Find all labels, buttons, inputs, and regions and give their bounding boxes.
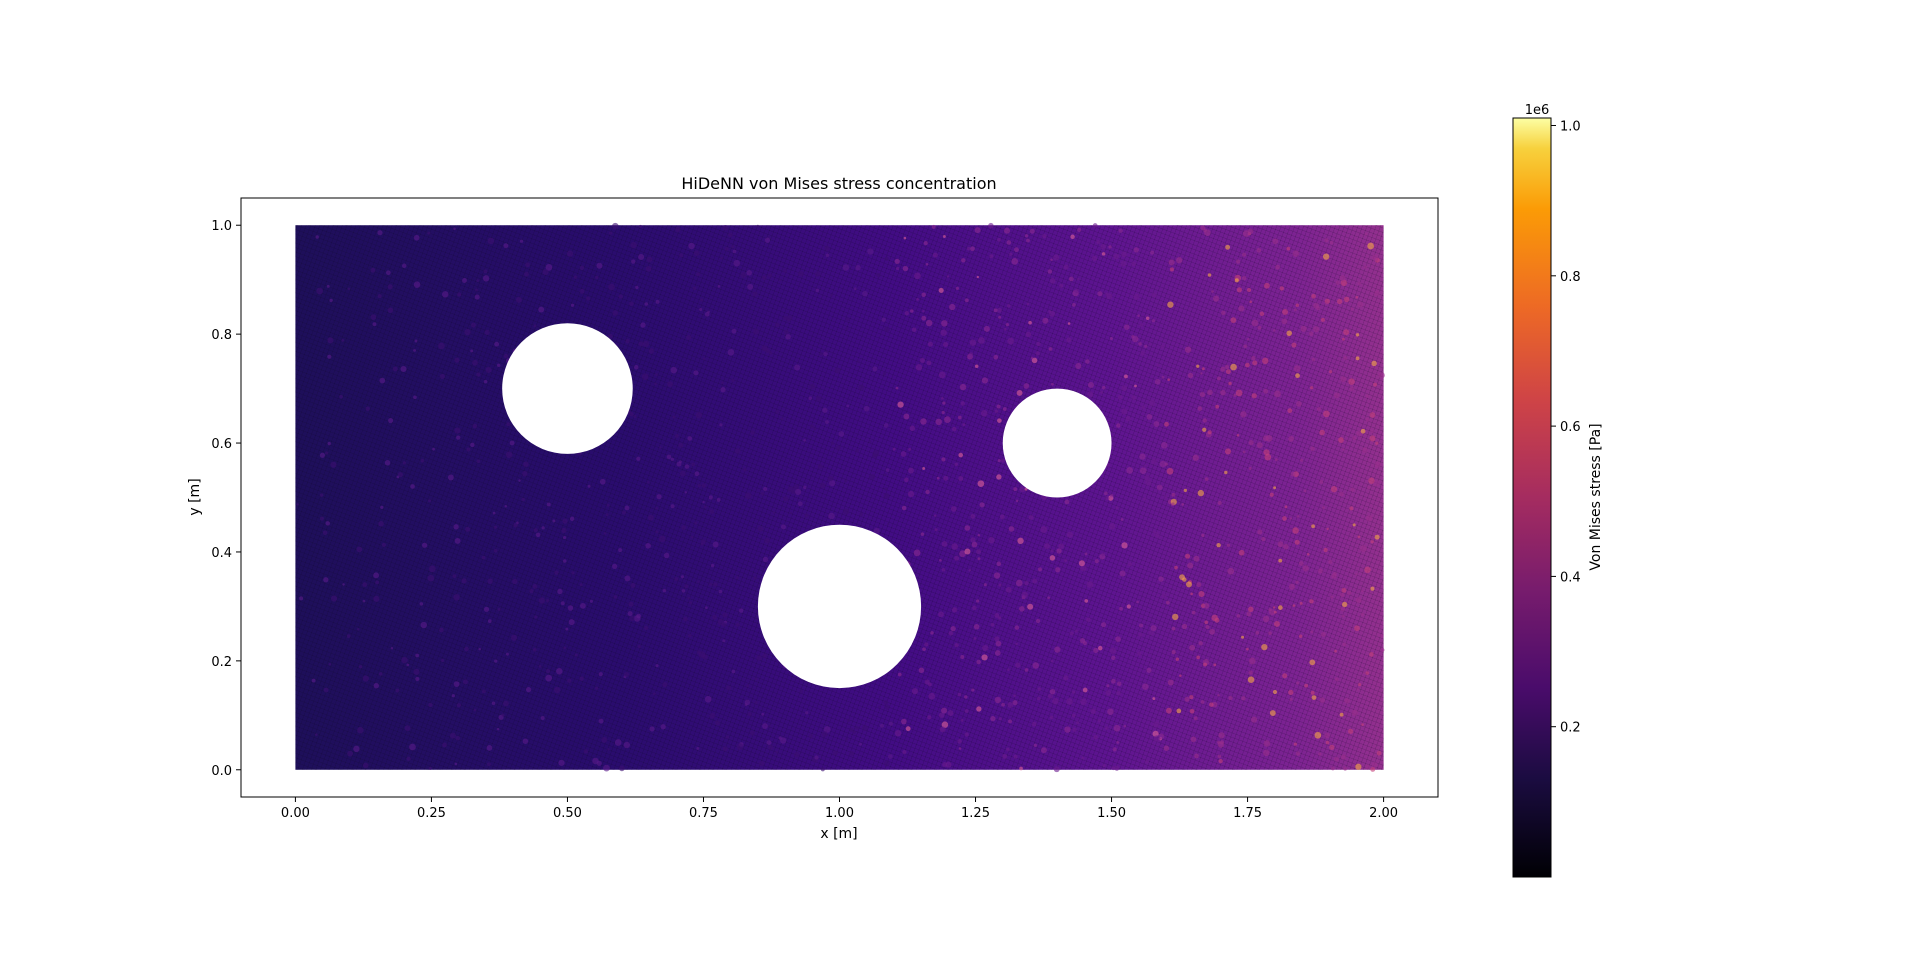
colorbar-ticks: 0.2 0.4 0.6 0.8 1.0 xyxy=(1551,120,1581,736)
x-tick-label: 0.00 xyxy=(281,806,310,821)
chart-title: HiDeNN von Mises stress concentration xyxy=(681,174,996,193)
colorbar xyxy=(1512,117,1552,878)
hole-3 xyxy=(1002,388,1112,498)
y-axis-ticks: 0.0 0.2 0.4 0.6 0.8 1.0 xyxy=(211,219,241,779)
y-tick-label: 1.0 xyxy=(211,219,232,234)
colorbar-offset-text: 1e6 xyxy=(1525,103,1550,118)
x-axis-label: x [m] xyxy=(820,826,857,842)
hole-2 xyxy=(757,524,922,689)
y-tick-label: 0.6 xyxy=(211,437,232,452)
mesh-overlay xyxy=(295,225,1384,770)
hole-1 xyxy=(502,323,633,454)
x-axis-ticks: 0.00 0.25 0.50 0.75 1.00 1.25 1.50 1.75 2.00 xyxy=(281,797,1398,821)
x-tick-label: 0.25 xyxy=(417,806,446,821)
x-tick-label: 1.75 xyxy=(1233,806,1262,821)
colorbar-tick-label: 1.0 xyxy=(1560,120,1581,135)
y-tick-label: 0.8 xyxy=(211,328,232,343)
x-tick-label: 1.50 xyxy=(1097,806,1126,821)
colorbar-tick-label: 0.4 xyxy=(1560,570,1581,585)
x-tick-label: 0.75 xyxy=(689,806,718,821)
y-axis-label: y [m] xyxy=(187,478,203,515)
holes xyxy=(502,323,1112,689)
y-tick-label: 0.4 xyxy=(211,546,232,561)
x-tick-label: 1.25 xyxy=(961,806,990,821)
colorbar-tick-label: 0.2 xyxy=(1560,721,1581,736)
colorbar-tick-label: 0.8 xyxy=(1560,270,1581,285)
x-tick-label: 2.00 xyxy=(1369,806,1398,821)
y-tick-label: 0.2 xyxy=(211,655,232,670)
colorbar-label: Von Mises stress [Pa] xyxy=(1588,423,1604,570)
y-tick-label: 0.0 xyxy=(211,764,232,779)
stress-hotspots xyxy=(296,222,1385,773)
x-tick-label: 0.50 xyxy=(553,806,582,821)
x-tick-label: 1.00 xyxy=(825,806,854,821)
colorbar-tick-label: 0.6 xyxy=(1560,420,1581,435)
